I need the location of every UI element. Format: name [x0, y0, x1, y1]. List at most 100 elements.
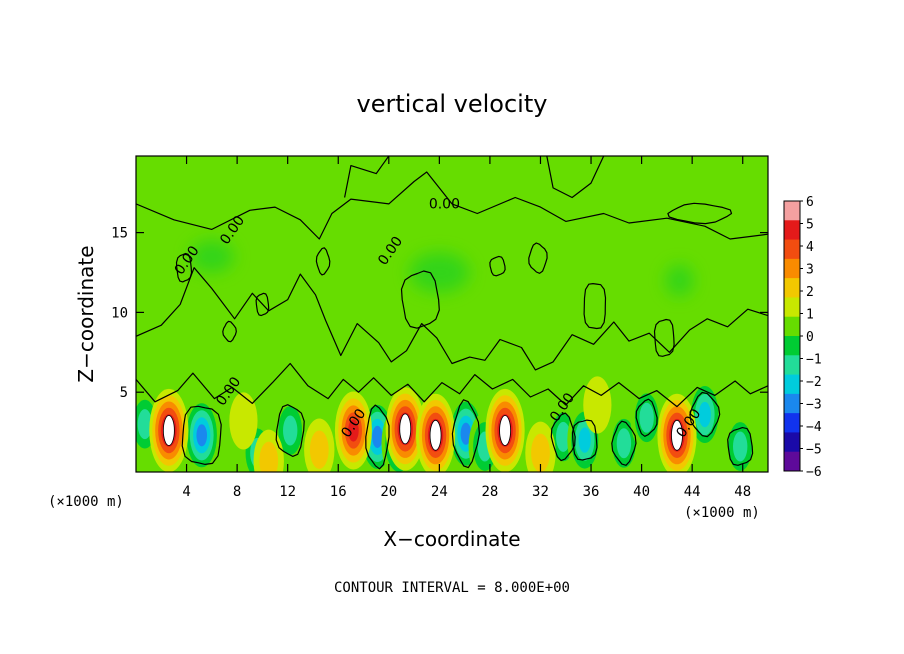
updraft-core — [162, 415, 175, 446]
field-level — [259, 441, 279, 472]
colorbar-swatch — [784, 220, 800, 240]
field-level — [309, 430, 329, 469]
colorbar-label: 6 — [806, 195, 814, 210]
field-level — [556, 421, 571, 452]
field-level — [372, 425, 383, 448]
plot-area: 0.000.000.00 0.000.000.00 0.00 0.00 — [135, 155, 769, 473]
colorbar-label: −6 — [806, 465, 822, 480]
updraft-cell — [149, 388, 189, 472]
field-level — [460, 422, 472, 445]
colorbar-label: 2 — [806, 285, 814, 300]
x-tick-label: 48 — [734, 484, 751, 500]
contour-label: 0.00 — [429, 197, 460, 213]
updraft-cell — [229, 392, 258, 450]
colorbar-swatch — [784, 451, 800, 472]
zero-contour — [667, 202, 733, 225]
contour-interval-note: CONTOUR INTERVAL = 8.000E+00 — [334, 580, 570, 596]
colorbar-label: −4 — [806, 420, 822, 435]
zero-contour — [528, 242, 548, 274]
colorbar-label: −5 — [806, 443, 822, 458]
contour-lines — [136, 156, 768, 470]
colorbar-label: 5 — [806, 218, 814, 233]
plot-frame — [135, 155, 769, 473]
zero-contour — [583, 283, 607, 330]
downdraft-cell — [273, 396, 307, 465]
updraft-cell — [583, 376, 612, 434]
field-level — [616, 428, 632, 459]
updraft-cell — [525, 421, 556, 472]
field-level — [583, 376, 612, 434]
zero-contour — [635, 398, 658, 437]
x-unit-right: (×1000 m) — [684, 505, 760, 521]
downdraft-cell — [183, 396, 221, 472]
colorbar-swatch — [784, 258, 800, 279]
zero-contour — [489, 255, 506, 277]
x-tick-label: 40 — [633, 484, 650, 500]
zero-contour — [275, 404, 305, 457]
colorbar-swatch — [784, 432, 800, 453]
x-tick-label: 4 — [182, 484, 190, 500]
updraft-core — [429, 419, 442, 451]
field-shading — [189, 240, 694, 297]
zero-contour — [571, 419, 598, 461]
downdraft-cell — [687, 378, 723, 451]
colorbar-swatch — [784, 316, 800, 337]
colorbar-swatch — [784, 336, 800, 356]
zero-contour — [653, 318, 675, 357]
updraft-cell — [415, 393, 456, 472]
field-level — [283, 415, 298, 446]
chart-title: vertical velocity — [357, 90, 548, 118]
zero-contour — [222, 320, 237, 343]
x-tick-label: 28 — [481, 484, 498, 500]
field-level — [137, 409, 153, 440]
field-level — [578, 427, 591, 453]
colorbar-swatch — [784, 393, 800, 414]
downdraft-cell — [607, 409, 641, 472]
x-axis-label: X−coordinate — [383, 527, 520, 551]
zero-contour — [136, 362, 768, 408]
zero-contour — [315, 247, 331, 276]
x-unit-left: (×1000 m) — [48, 494, 124, 510]
colorbar-swatch — [784, 355, 800, 375]
field-patch — [665, 264, 694, 297]
x-axis: 4 8 12 16 20 24 28 32 36 40 44 48 — [182, 156, 751, 500]
updraft-cell — [304, 418, 335, 472]
colorbar-swatch — [784, 278, 800, 298]
zero-contour — [136, 267, 768, 371]
updraft-cell — [657, 393, 697, 472]
x-tick-label: 8 — [233, 484, 241, 500]
y-tick-label: 15 — [111, 226, 128, 242]
colorbar-swatch — [784, 297, 800, 318]
updraft-cell — [334, 391, 372, 470]
colorbar-swatch — [784, 374, 800, 395]
zero-contour — [400, 270, 440, 329]
colorbar-swatch — [784, 413, 800, 433]
zero-contour — [727, 427, 754, 466]
zero-contour — [365, 404, 390, 470]
field-level — [196, 424, 208, 447]
y-axis: 5 10 15 — [111, 226, 768, 401]
colorbar-label: −2 — [806, 375, 822, 390]
updraft-cell — [385, 387, 425, 471]
updraft-core — [671, 419, 683, 451]
zero-contour — [546, 156, 605, 199]
colorbar-swatch — [784, 239, 800, 260]
x-tick-label: 20 — [380, 484, 397, 500]
colorbar-label: 0 — [806, 330, 814, 345]
colorbar-label: 4 — [806, 240, 814, 255]
updraft-cell — [253, 429, 284, 472]
zero-contour — [181, 405, 222, 465]
field-level — [229, 392, 258, 450]
colorbar-swatch — [784, 201, 800, 221]
x-tick-label: 36 — [583, 484, 600, 500]
colorbar-label: 1 — [806, 308, 814, 323]
field-level — [698, 401, 711, 428]
field-patch — [189, 240, 234, 273]
field-level — [348, 419, 359, 442]
field-level — [531, 433, 550, 472]
y-axis-label: Z−coordinate — [74, 245, 98, 382]
colorbar: 6 5 4 3 2 1 0 −1 −2 −3 −4 −5 −6 — [783, 195, 822, 480]
zero-contour — [550, 412, 576, 462]
downdraft-cell — [723, 412, 757, 472]
